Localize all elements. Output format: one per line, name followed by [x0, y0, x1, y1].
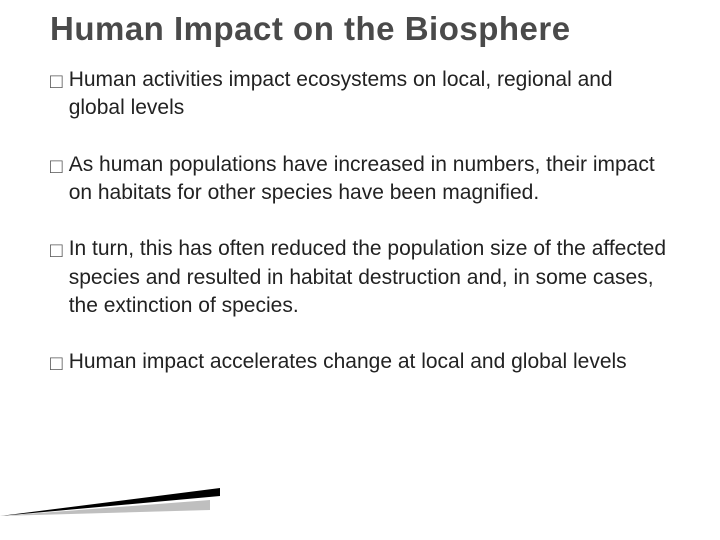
list-item: □ As human populations have increased in…	[50, 151, 670, 208]
bullet-marker-icon: □	[50, 68, 63, 96]
bullet-text: As human populations have increased in n…	[69, 151, 670, 208]
slide: Human Impact on the Biosphere □ Human ac…	[0, 0, 720, 540]
list-item: □ Human activities impact ecosystems on …	[50, 66, 670, 123]
accent-triangle-dark	[0, 488, 220, 516]
accent-triangle-light	[0, 500, 210, 516]
bullet-marker-icon: □	[50, 350, 63, 378]
slide-title: Human Impact on the Biosphere	[50, 10, 670, 48]
corner-accent-icon	[0, 456, 220, 516]
list-item: □ In turn, this has often reduced the po…	[50, 235, 670, 320]
bullet-marker-icon: □	[50, 237, 63, 265]
bullet-text: Human activities impact ecosystems on lo…	[69, 66, 670, 123]
bullet-marker-icon: □	[50, 153, 63, 181]
bullet-text: Human impact accelerates change at local…	[69, 348, 670, 376]
list-item: □ Human impact accelerates change at loc…	[50, 348, 670, 376]
bullet-list: □ Human activities impact ecosystems on …	[50, 66, 670, 377]
bullet-text: In turn, this has often reduced the popu…	[69, 235, 670, 320]
